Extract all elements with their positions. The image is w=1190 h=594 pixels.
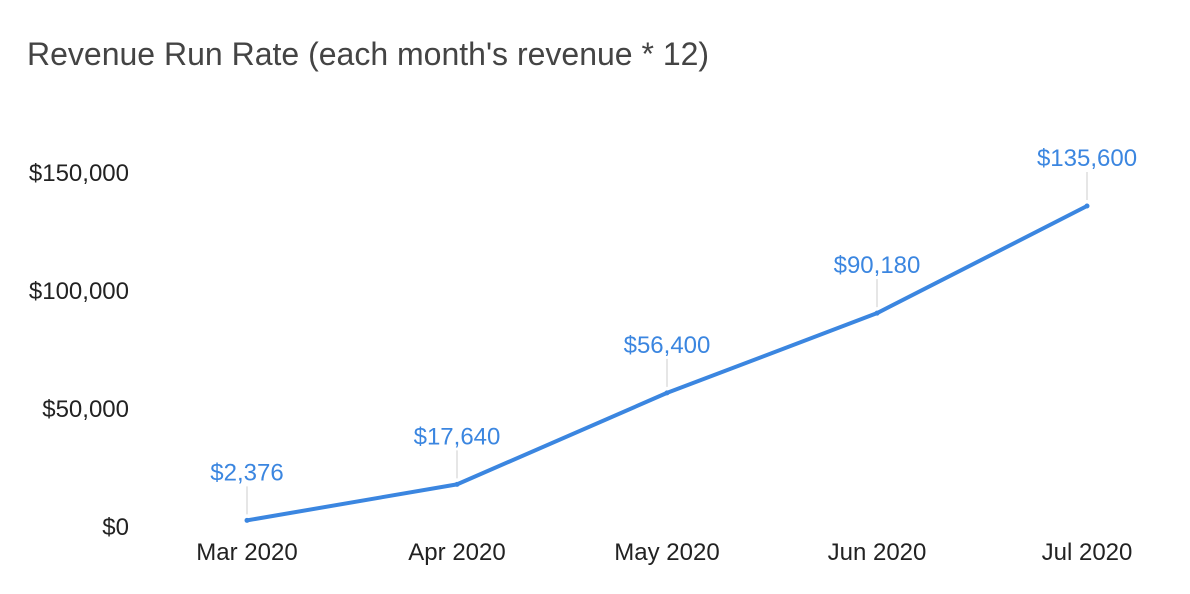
series-group [244, 203, 1090, 523]
data-label: $2,376 [210, 459, 283, 486]
x-tick-label: May 2020 [614, 539, 719, 566]
data-label: $56,400 [624, 332, 711, 359]
data-labels: $2,376 $17,640 $56,400 $90,180 $135,600 [210, 145, 1137, 486]
y-tick-label: $50,000 [42, 396, 129, 423]
data-point [874, 310, 880, 316]
data-point [1084, 203, 1090, 209]
x-tick-label: Jul 2020 [1042, 539, 1133, 566]
x-axis: Mar 2020 Apr 2020 May 2020 Jun 2020 Jul 2020 [196, 539, 1132, 566]
y-axis: $0 $50,000 $100,000 $150,000 [29, 160, 129, 541]
x-tick-label: Mar 2020 [196, 539, 297, 566]
data-label-leaders [246, 171, 1088, 515]
data-label: $135,600 [1037, 145, 1137, 172]
y-tick-label: $100,000 [29, 278, 129, 305]
y-tick-label: $0 [102, 514, 129, 541]
x-tick-label: Apr 2020 [408, 539, 505, 566]
data-label: $90,180 [834, 252, 921, 279]
chart-title: Revenue Run Rate (each month's revenue *… [27, 36, 710, 72]
data-label: $17,640 [414, 423, 501, 450]
data-point [454, 481, 460, 487]
y-tick-label: $150,000 [29, 160, 129, 187]
data-point [244, 517, 250, 523]
data-point [664, 390, 670, 396]
x-tick-label: Jun 2020 [828, 539, 927, 566]
